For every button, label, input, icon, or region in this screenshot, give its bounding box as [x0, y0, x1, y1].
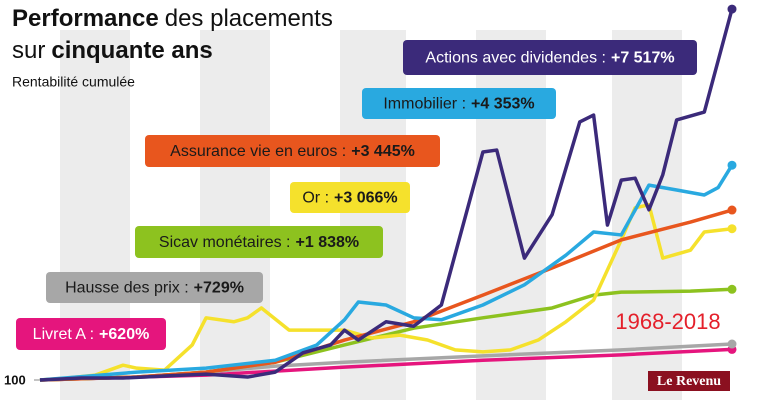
- title-part: sur: [12, 37, 45, 64]
- title-part: Performance: [12, 5, 159, 32]
- series-label: Or : +3 066%: [302, 190, 397, 207]
- series-label: Livret A : +620%: [33, 326, 150, 343]
- y-tick-label: 100: [4, 372, 26, 387]
- series-label: Immobilier : +4 353%: [383, 96, 534, 113]
- label-box: [46, 272, 263, 303]
- label-box: [145, 135, 440, 167]
- series-label: Actions avec dividendes : +7 517%: [425, 50, 674, 67]
- band: [200, 30, 270, 400]
- label-box: [362, 88, 556, 119]
- title-part: cinquante ans: [51, 37, 212, 64]
- series-label: Hausse des prix : +729%: [65, 280, 244, 297]
- lines: [39, 4, 737, 382]
- end-dot: [727, 205, 737, 215]
- legend-gain: +3 445%: [351, 143, 415, 160]
- end-dot: [727, 339, 737, 349]
- legend-gain: +7 517%: [611, 50, 675, 67]
- title-part: des placements: [165, 5, 333, 32]
- series-label: Sicav monétaires : +1 838%: [159, 234, 359, 251]
- legend-name: Hausse des prix :: [65, 280, 189, 297]
- legend-gain: +4 353%: [471, 96, 535, 113]
- chart-title: sur cinquante ans: [12, 37, 213, 64]
- legend-gain: +620%: [99, 326, 149, 343]
- label-box: [135, 226, 383, 258]
- logo: Le Revenu: [657, 374, 721, 389]
- end-dot: [727, 4, 737, 14]
- legend-gain: +1 838%: [296, 234, 360, 251]
- end-dot: [727, 160, 737, 170]
- logo-box: [648, 371, 730, 391]
- end-dot: [727, 224, 737, 234]
- legend-name: Or :: [302, 190, 329, 207]
- series-line: [39, 8, 734, 382]
- legend-gain: +3 066%: [334, 190, 398, 207]
- label-box: [403, 40, 697, 75]
- series-line: [39, 164, 734, 382]
- legend-name: Livret A :: [33, 326, 94, 343]
- legend-name: Immobilier :: [383, 96, 466, 113]
- legend-name: Sicav monétaires :: [159, 234, 291, 251]
- legend-gain: +729%: [194, 280, 244, 297]
- series-label: Assurance vie en euros : +3 445%: [170, 143, 415, 160]
- chart-title: Performance des placements: [12, 5, 333, 32]
- series-labels: Actions avec dividendes : +7 517% Immobili…: [16, 40, 697, 350]
- subtitle: Rentabilité cumulée: [12, 74, 135, 90]
- end-dot: [727, 284, 737, 294]
- band: [612, 30, 682, 400]
- band: [476, 30, 546, 400]
- label-box: [290, 182, 410, 213]
- annotation: 1968-2018: [615, 309, 720, 334]
- legend-name: Assurance vie en euros :: [170, 143, 346, 160]
- label-box: [16, 318, 166, 350]
- legend-name: Actions avec dividendes :: [425, 50, 606, 67]
